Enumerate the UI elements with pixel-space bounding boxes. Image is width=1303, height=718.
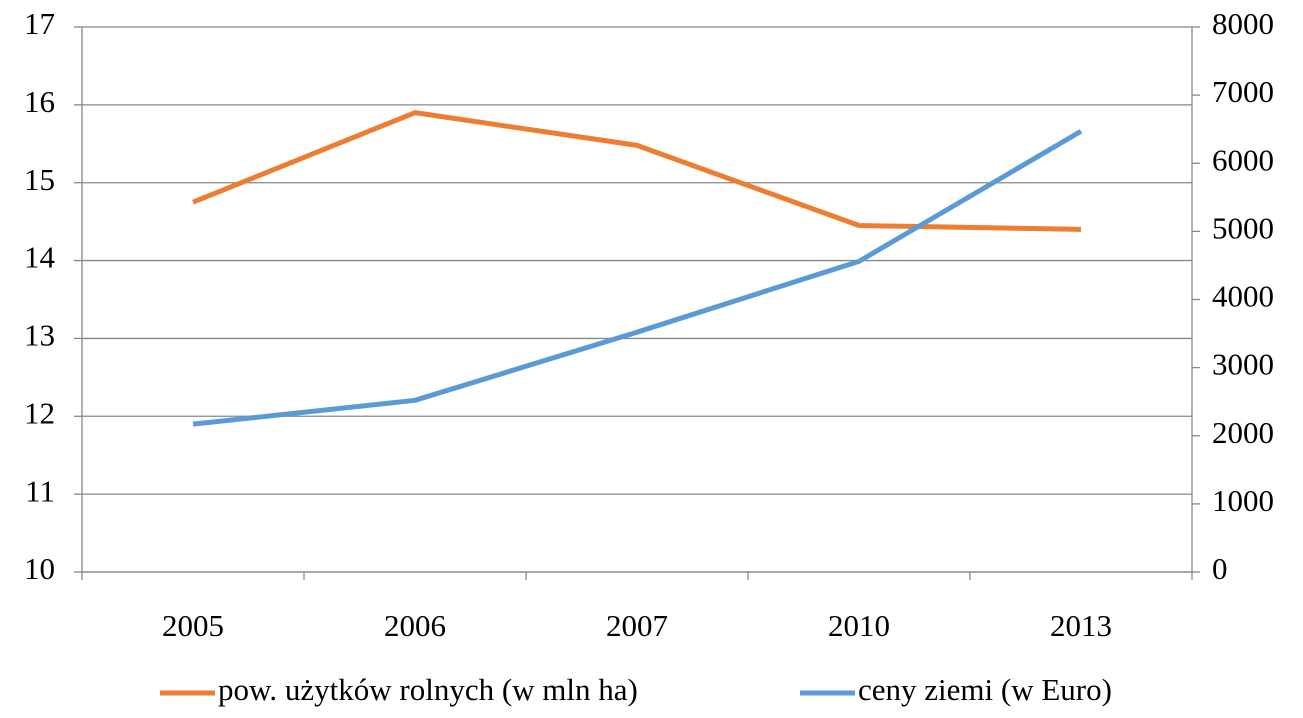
y-tick-label: 17 [24,6,55,41]
y2-tick-label: 7000 [1212,74,1274,109]
y2-tick-label: 6000 [1212,142,1274,177]
y2-tick-label: 5000 [1212,210,1274,245]
y2-tick-label: 0 [1212,551,1228,586]
y-tick-label: 10 [24,551,55,586]
y2-tick-label: 1000 [1212,483,1274,518]
y2-tick-label: 8000 [1212,6,1274,41]
y-tick-label: 12 [24,395,55,430]
y-tick-label: 15 [24,162,55,197]
x-tick-label: 2006 [384,608,446,643]
legend-label: ceny ziemi (w Euro) [858,672,1112,707]
y-tick-label: 11 [25,473,55,508]
y-tick-label: 16 [24,84,55,119]
y-tick-label: 14 [24,240,56,275]
y2-tick-label: 2000 [1212,415,1274,450]
y2-tick-label: 3000 [1212,347,1274,382]
x-tick-label: 2005 [162,608,224,643]
y2-tick-label: 4000 [1212,279,1274,314]
series-line [192,129,1083,427]
x-tick-label: 2013 [1050,608,1112,643]
series-line [192,110,1082,232]
x-tick-label: 2007 [606,608,668,643]
legend-label: pow. użytków rolnych (w mln ha) [218,672,638,707]
x-tick-label: 2010 [828,608,890,643]
y-tick-label: 13 [24,318,55,353]
